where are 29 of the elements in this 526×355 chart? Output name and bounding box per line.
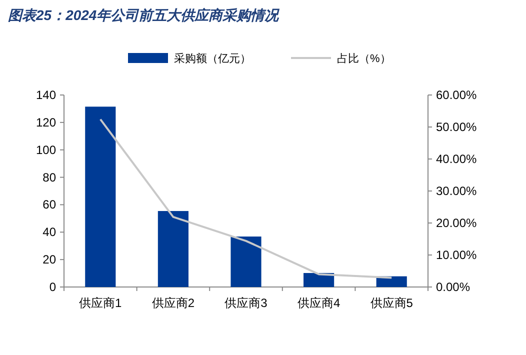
y-tick-label: 40: [42, 225, 56, 240]
bar: [158, 211, 188, 287]
legend-label: 占比（%）: [337, 52, 391, 65]
y2-tick-label: 40.00%: [436, 152, 478, 166]
y2-tick-label: 30.00%: [436, 184, 478, 198]
bar: [85, 106, 116, 287]
bar: [376, 276, 407, 287]
chart-title: 图表25：2024年公司前五大供应商采购情况: [8, 7, 281, 23]
y2-tick-label: 50.00%: [436, 120, 478, 134]
y2-tick-label: 0.00%: [436, 280, 470, 294]
x-tick-label: 供应商4: [297, 296, 340, 310]
bar: [304, 273, 334, 287]
x-tick-label: 供应商3: [224, 296, 268, 310]
y2-tick-label: 10.00%: [436, 248, 478, 262]
line-series: [99, 118, 393, 279]
y-tick-label: 100: [36, 142, 56, 157]
x-tick-label: 供应商1: [79, 296, 122, 310]
y-tick-label: 140: [36, 88, 56, 102]
y-tick-label: 60: [42, 198, 56, 212]
legend-label: 采购额（亿元）: [174, 52, 251, 65]
y-tick-label: 120: [36, 115, 56, 130]
y-tick-label: 0: [49, 280, 56, 294]
y-tick-label: 80: [42, 170, 56, 184]
x-tick-label: 供应商2: [152, 296, 195, 310]
y2-tick-label: 60.00%: [436, 88, 478, 102]
x-tick-label: 供应商5: [370, 296, 414, 310]
bar: [230, 236, 262, 287]
y-tick-label: 20: [42, 252, 56, 267]
y2-tick-label: 20.00%: [436, 216, 478, 230]
